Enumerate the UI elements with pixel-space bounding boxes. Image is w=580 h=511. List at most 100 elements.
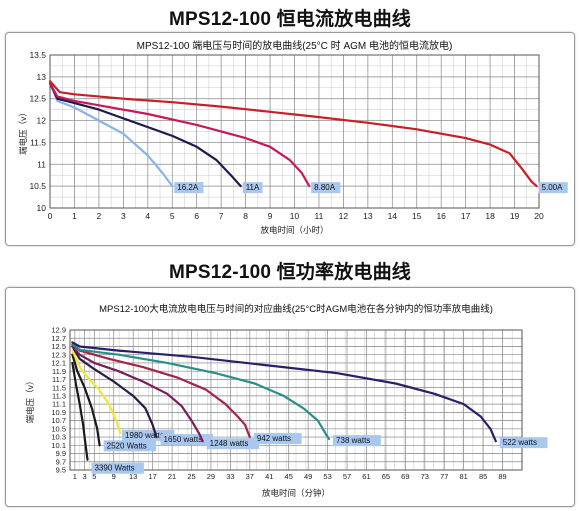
x-tick-label: 37 [246, 472, 254, 481]
x-axis-label: 放电时间（小时） [260, 225, 328, 235]
y-tick-label: 12.7 [51, 334, 66, 343]
x-tick-label: 8 [243, 211, 248, 221]
x-tick-label: 13 [363, 211, 373, 221]
series-label: 16.2A [177, 183, 199, 192]
x-tick-label: 61 [362, 472, 370, 481]
series-line-5 [71, 343, 251, 439]
x-tick-label: 12 [339, 211, 349, 221]
x-tick-label: 17 [148, 472, 156, 481]
y-axis-label: 端电压（v） [18, 108, 28, 155]
plot-area [49, 54, 540, 209]
x-tick-label: 1 [72, 211, 77, 221]
x-tick-label: 15 [412, 211, 422, 221]
x-tick-label: 5 [92, 472, 96, 481]
x-tick-label: 77 [440, 472, 448, 481]
y-tick-label: 10.5 [51, 424, 66, 433]
chart2-panel: MPS12-100大电流放电电压与时间的对应曲线(25°C时AGM电池在各分钟内… [5, 287, 575, 507]
x-tick-label: 11 [315, 211, 324, 221]
chart2-heading: MPS12-100 恒功率放电曲线 [168, 262, 411, 283]
x-tick-label: 53 [323, 472, 331, 481]
x-tick-label: 9 [112, 472, 116, 481]
series-line-0 [71, 361, 89, 461]
x-tick-label: 57 [343, 472, 351, 481]
series-line-2 [48, 82, 311, 188]
x-tick-label: 33 [226, 472, 234, 481]
series-label-box [499, 437, 548, 449]
x-tick-label: 41 [265, 472, 273, 481]
series-line-0 [48, 80, 174, 188]
x-tick-label: 45 [285, 472, 293, 481]
x-tick-label: 13 [129, 472, 137, 481]
series-label-box [122, 429, 175, 441]
y-tick-label: 12.1 [51, 359, 66, 368]
y-tick-label: 12 [37, 116, 47, 126]
x-tick-label: 20 [534, 211, 544, 221]
y-axis-label: 端电压（v） [25, 377, 35, 424]
series-label: 11A [246, 183, 260, 192]
x-tick-label: 7 [219, 211, 224, 221]
series-label: 1650 watts [164, 435, 203, 444]
y-tick-label: 11.7 [52, 375, 66, 384]
y-tick-label: 10.9 [51, 408, 66, 417]
x-tick-label: 14 [388, 211, 398, 221]
x-tick-label: 17 [461, 211, 471, 221]
chart-title: MPS12-100 端电压与时间的放电曲线(25°C 时 AGM 电池的恒电流放… [137, 39, 453, 52]
series-line-1 [71, 353, 101, 447]
x-tick-label: 3 [82, 472, 86, 481]
y-tick-label: 13.5 [29, 50, 46, 60]
y-tick-label: 10 [37, 203, 47, 213]
y-tick-label: 11.3 [52, 392, 66, 401]
y-tick-label: 11.5 [30, 137, 46, 147]
series-label: 5.00A [542, 183, 564, 192]
plot-area [69, 329, 523, 471]
y-tick-label: 10.7 [51, 416, 66, 425]
y-tick-label: 12.3 [51, 350, 66, 359]
y-tick-label: 12.9 [51, 326, 66, 335]
x-tick-label: 85 [479, 472, 487, 481]
series-line-3 [71, 345, 158, 439]
series-label-box [333, 435, 381, 447]
y-tick-label: 10.5 [29, 181, 46, 191]
chart1-svg: MPS12-100 端电压与时间的放电曲线(25°C 时 AGM 电池的恒电流放… [18, 39, 568, 235]
series-line-1 [48, 82, 242, 188]
x-tick-label: 73 [421, 472, 429, 481]
series-line-7 [71, 341, 497, 443]
x-tick-label: 69 [401, 472, 409, 481]
x-tick-label: 0 [48, 211, 53, 221]
chart2-svg: MPS12-100大电流放电电压与时间的对应曲线(25°C时AGM电池在各分钟内… [25, 303, 548, 498]
series-label: 942 watts [257, 434, 291, 443]
series-line-6 [71, 343, 331, 441]
series-label: 738 watts [336, 436, 370, 445]
series-line-3 [48, 80, 538, 188]
x-tick-label: 4 [145, 211, 150, 221]
y-tick-label: 9.9 [56, 449, 66, 458]
series-label-box [91, 462, 144, 474]
y-tick-label: 9.5 [56, 466, 66, 475]
chart1-panel: MPS12-100 端电压与时间的放电曲线(25°C 时 AGM 电池的恒电流放… [5, 32, 575, 246]
series-label-box [206, 438, 260, 450]
y-tick-label: 9.7 [56, 457, 66, 466]
series-label-box [242, 182, 263, 194]
y-tick-label: 11.5 [52, 383, 66, 392]
series-label-box [160, 434, 213, 446]
y-tick-label: 10.1 [51, 441, 66, 450]
series-label: 3390 Watts [94, 464, 134, 473]
series-label: 1248 watts [210, 439, 249, 448]
x-tick-label: 6 [194, 211, 199, 221]
x-tick-label: 25 [187, 472, 195, 481]
series-label: 1980 watts [125, 431, 164, 440]
y-tick-label: 12.5 [51, 342, 66, 351]
x-tick-label: 5 [170, 211, 175, 221]
series-line-4 [71, 345, 204, 443]
y-tick-label: 13 [37, 72, 47, 82]
x-tick-label: 89 [498, 472, 506, 481]
chart-title: MPS12-100大电流放电电压与时间的对应曲线(25°C时AGM电池在各分钟内… [99, 303, 493, 315]
x-tick-label: 3 [121, 211, 126, 221]
y-tick-label: 10.3 [51, 433, 66, 442]
series-label-box [174, 182, 204, 194]
x-tick-label: 65 [382, 472, 390, 481]
series-label-box [538, 182, 568, 194]
x-tick-label: 49 [304, 472, 312, 481]
series-label-box [311, 182, 341, 194]
x-tick-label: 29 [207, 472, 215, 481]
